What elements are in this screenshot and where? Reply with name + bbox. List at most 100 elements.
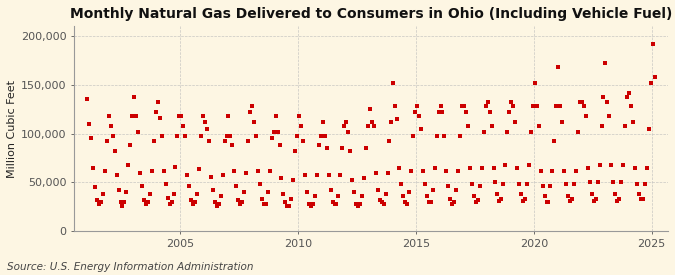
Point bbox=[186, 198, 196, 202]
Point bbox=[481, 104, 491, 108]
Point bbox=[508, 104, 518, 108]
Point bbox=[468, 194, 479, 198]
Point bbox=[225, 133, 236, 138]
Point bbox=[527, 104, 538, 108]
Point bbox=[396, 182, 406, 186]
Point bbox=[304, 202, 315, 206]
Point bbox=[514, 182, 524, 186]
Point bbox=[378, 202, 389, 206]
Point bbox=[612, 199, 622, 203]
Point bbox=[329, 202, 340, 206]
Point bbox=[259, 202, 269, 206]
Point bbox=[192, 192, 202, 196]
Point bbox=[151, 110, 161, 114]
Point bbox=[419, 182, 430, 186]
Point bbox=[311, 172, 322, 177]
Point bbox=[296, 123, 306, 128]
Point bbox=[88, 166, 99, 170]
Point bbox=[592, 180, 603, 185]
Point bbox=[498, 182, 509, 186]
Point bbox=[351, 202, 362, 206]
Point bbox=[144, 192, 155, 196]
Point bbox=[349, 190, 360, 194]
Point bbox=[433, 110, 444, 114]
Point bbox=[410, 110, 421, 114]
Point bbox=[121, 190, 132, 194]
Point bbox=[504, 110, 514, 114]
Point bbox=[382, 170, 393, 175]
Point bbox=[313, 143, 324, 147]
Point bbox=[84, 122, 95, 126]
Point bbox=[549, 139, 560, 144]
Point bbox=[265, 169, 275, 173]
Point bbox=[400, 200, 410, 204]
Point bbox=[628, 120, 639, 124]
Point bbox=[449, 200, 460, 204]
Point bbox=[618, 163, 628, 167]
Point bbox=[231, 184, 242, 188]
Point bbox=[219, 139, 230, 144]
Point bbox=[321, 146, 332, 150]
Point bbox=[539, 194, 550, 198]
Point bbox=[510, 120, 520, 124]
Point bbox=[525, 130, 536, 134]
Point bbox=[639, 182, 650, 186]
Point bbox=[119, 200, 130, 204]
Point bbox=[292, 133, 302, 138]
Point bbox=[647, 42, 658, 46]
Point bbox=[364, 107, 375, 111]
Point bbox=[374, 198, 385, 202]
Point bbox=[630, 166, 641, 170]
Point bbox=[477, 166, 487, 170]
Point bbox=[585, 180, 595, 185]
Point bbox=[115, 200, 126, 204]
Point bbox=[157, 133, 167, 138]
Point bbox=[123, 163, 134, 167]
Point bbox=[202, 126, 213, 131]
Point bbox=[587, 192, 597, 196]
Point bbox=[390, 104, 401, 108]
Point bbox=[133, 130, 144, 134]
Point bbox=[462, 123, 473, 128]
Point bbox=[229, 169, 240, 173]
Point bbox=[522, 182, 533, 186]
Point bbox=[95, 200, 106, 204]
Point bbox=[337, 146, 348, 150]
Point bbox=[441, 169, 452, 173]
Point bbox=[178, 123, 189, 128]
Point bbox=[237, 200, 248, 204]
Point bbox=[241, 170, 252, 175]
Point bbox=[94, 202, 105, 206]
Point bbox=[392, 117, 403, 121]
Point bbox=[309, 194, 320, 198]
Point bbox=[239, 190, 250, 194]
Point bbox=[551, 104, 562, 108]
Point bbox=[427, 188, 438, 192]
Point bbox=[190, 200, 200, 204]
Point bbox=[445, 197, 456, 201]
Point bbox=[343, 130, 354, 134]
Point bbox=[622, 94, 632, 99]
Point bbox=[261, 202, 271, 206]
Point bbox=[502, 130, 513, 134]
Point bbox=[423, 200, 434, 204]
Point bbox=[371, 170, 381, 175]
Point bbox=[354, 202, 365, 206]
Point bbox=[235, 202, 246, 206]
Point bbox=[565, 199, 576, 203]
Point bbox=[97, 192, 108, 196]
Point bbox=[535, 169, 546, 173]
Point bbox=[614, 197, 624, 201]
Point bbox=[221, 133, 232, 138]
Point bbox=[252, 169, 263, 173]
Point bbox=[566, 197, 577, 201]
Point bbox=[512, 166, 522, 170]
Point bbox=[284, 204, 295, 208]
Point bbox=[352, 204, 363, 208]
Point bbox=[406, 169, 416, 173]
Point bbox=[266, 136, 277, 141]
Point bbox=[408, 133, 418, 138]
Point bbox=[380, 192, 391, 196]
Point bbox=[608, 180, 619, 185]
Point bbox=[369, 123, 379, 128]
